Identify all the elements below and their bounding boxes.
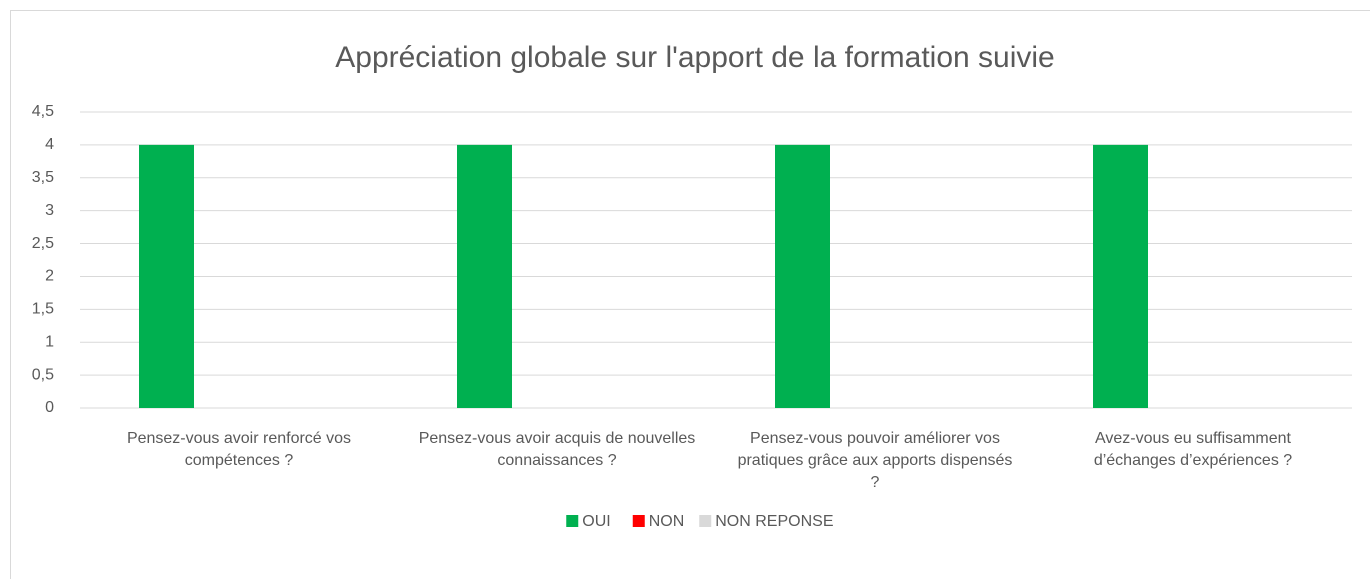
y-tick-label: 0,5 [32,366,54,383]
y-tick-label: 4,5 [32,103,54,120]
chart-frame [10,10,1370,579]
y-tick-label: 4 [45,136,54,153]
x-tick-label: Avez-vous eu suffisamment d’échanges d’e… [1093,430,1293,469]
legend-swatch [699,515,712,527]
y-tick-label: 1 [45,333,54,350]
y-tick-label: 0 [45,399,54,416]
legend-label: NON [649,513,685,530]
x-tick-label: Pensez-vous avoir acquis de nouvelles co… [418,430,696,469]
bar [1093,144,1148,408]
x-tick-label: Pensez-vous pouvoir améliorer vos pratiq… [737,430,1013,491]
y-tick-label: 2,5 [32,235,54,252]
y-tick-label: 1,5 [32,301,54,318]
legend-label: OUI [582,513,610,530]
y-tick-label: 2 [45,268,54,285]
legend-swatch [566,515,579,527]
bar [139,144,194,408]
bar [457,144,512,408]
x-tick-label: Pensez-vous avoir renforcé vos compétenc… [126,430,352,469]
y-tick-label: 3,5 [32,169,54,186]
bar [775,144,830,408]
legend-swatch [632,515,645,527]
chart-title: Appréciation globale sur l'apport de la … [335,41,1054,74]
legend-label: NON REPONSE [715,513,833,530]
y-tick-label: 3 [45,202,54,219]
